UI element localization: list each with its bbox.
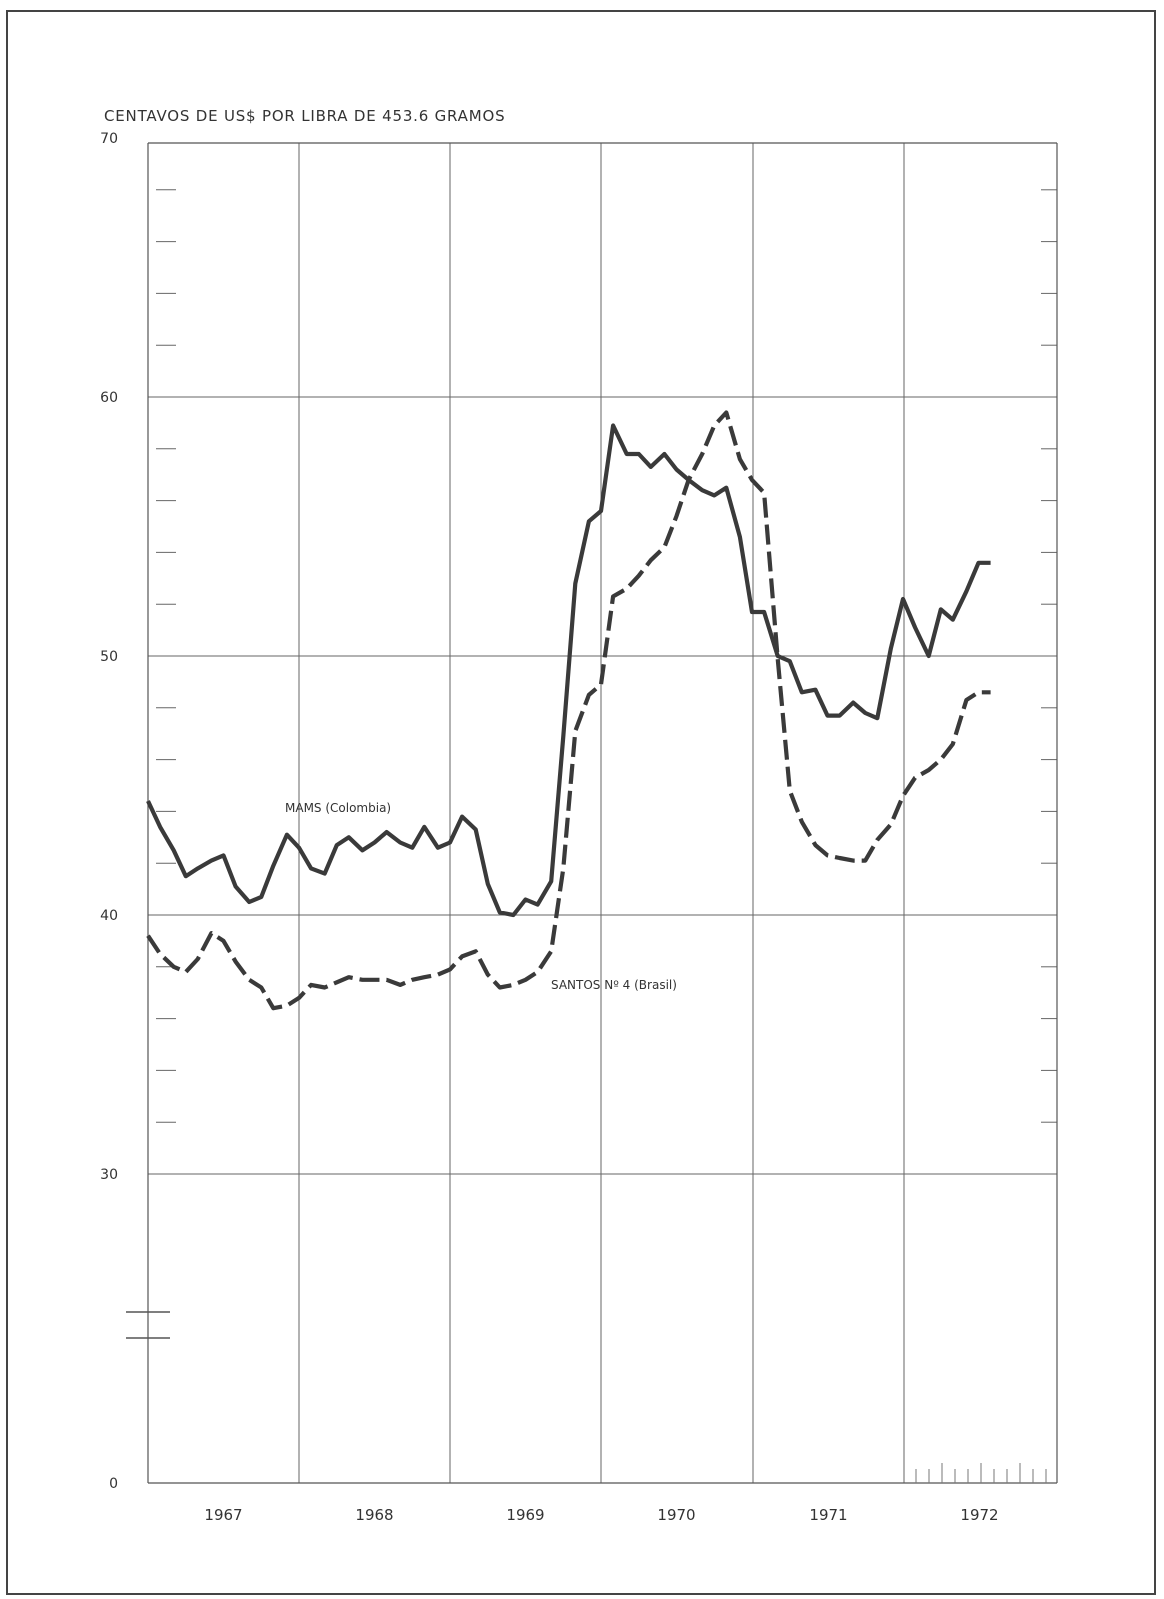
x-tick-label: 1967 (204, 1506, 242, 1524)
grid (148, 143, 1057, 1483)
x-tick-label: 1971 (809, 1506, 847, 1524)
series-line-santos (146, 410, 991, 1011)
x-tick-labels: 1967 1968 1969 1970 1971 1972 (204, 1506, 998, 1524)
x-tick-label: 1968 (355, 1506, 393, 1524)
series-label-mams: MAMS (Colombia) (285, 801, 391, 815)
axes (126, 142, 1058, 1484)
y-tick-label: 50 (100, 649, 118, 665)
x-tick-label: 1972 (960, 1506, 998, 1524)
chart-title: CENTAVOS DE US$ POR LIBRA DE 453.6 GRAMO… (104, 107, 505, 125)
y-tick-label: 60 (100, 390, 118, 406)
y-tick-label: 30 (100, 1167, 118, 1183)
x-tick-label: 1970 (657, 1506, 695, 1524)
chart-frame (6, 10, 1156, 1595)
series-label-santos: SANTOS Nº 4 (Brasil) (551, 978, 677, 992)
y-tick-label: 70 (100, 131, 118, 147)
x-tick-label: 1969 (506, 1506, 544, 1524)
series-line-mams (146, 423, 991, 918)
y-tick-label: 0 (109, 1476, 118, 1492)
y-tick-label: 40 (100, 908, 118, 924)
y-tick-labels: 70 60 50 40 30 0 (100, 131, 118, 1492)
series-lines (146, 410, 991, 1011)
